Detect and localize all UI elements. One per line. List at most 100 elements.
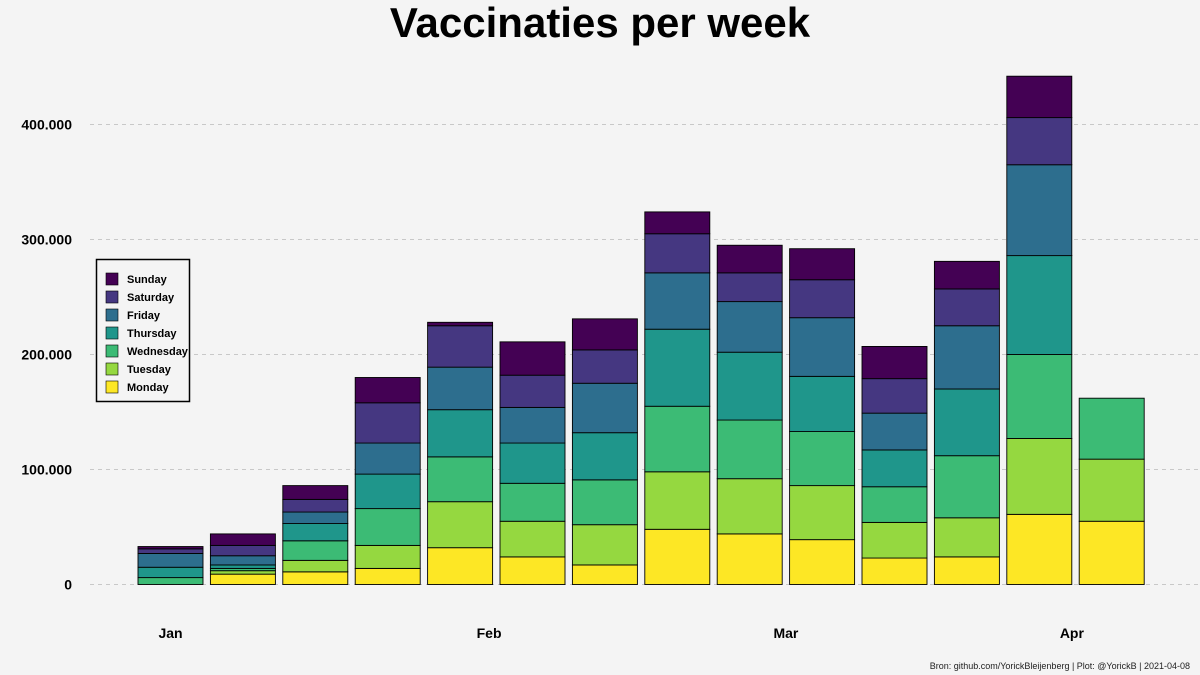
bar-segment-thursday (427, 409, 494, 458)
bar-segment-monday (933, 556, 1000, 585)
bar-segment-friday (789, 317, 856, 377)
bar-segment-thursday (354, 473, 421, 510)
legend-label: Saturday (127, 292, 175, 304)
bar-segment-friday (1006, 164, 1073, 257)
bar-segment-saturday (716, 272, 783, 303)
bar-segment-tuesday (716, 478, 783, 535)
bar-segment-tuesday (209, 570, 276, 575)
bar-segment-sunday (933, 260, 1000, 290)
bar-segment-saturday (282, 498, 349, 513)
bar-segment-monday (1078, 520, 1145, 585)
bar-segment-sunday (716, 244, 783, 274)
bar-segment-thursday (789, 375, 856, 433)
bar-segment-tuesday (571, 524, 638, 566)
bar-segment-saturday (789, 279, 856, 319)
bar-segment-saturday (209, 544, 276, 557)
bar-segment-friday (933, 325, 1000, 390)
bar-segment-sunday (861, 346, 928, 380)
x-tick-label: Apr (1060, 625, 1085, 641)
bar-segment-tuesday (354, 544, 421, 569)
bar-segment-wednesday (716, 419, 783, 480)
legend-swatch (105, 380, 119, 394)
bar-segment-monday (861, 557, 928, 585)
bar-segment-sunday (644, 211, 711, 235)
bar-segment-sunday (282, 485, 349, 500)
bar-segment-tuesday (1078, 458, 1145, 522)
bar-segment-tuesday (499, 520, 566, 558)
bar-segment-monday (499, 556, 566, 585)
bars (137, 75, 1145, 585)
bar-segment-friday (354, 442, 421, 475)
bar-segment-friday (499, 406, 566, 444)
bar-segment-monday (571, 564, 638, 585)
bar-segment-thursday (644, 328, 711, 407)
legend-swatch (105, 290, 119, 304)
bar-segment-tuesday (861, 521, 928, 559)
legend-label: Wednesday (127, 346, 189, 358)
bar-segment-tuesday (1006, 438, 1073, 515)
x-tick-label: Jan (158, 625, 182, 641)
y-tick-label: 200.000 (21, 347, 72, 363)
legend-label: Monday (127, 382, 169, 394)
legend-swatch (105, 308, 119, 322)
bar-segment-tuesday (644, 471, 711, 530)
bar-segment-friday (137, 553, 204, 568)
bar-segment-wednesday (427, 456, 494, 503)
bar-segment-saturday (1006, 117, 1073, 166)
bar-segment-saturday (861, 378, 928, 414)
legend-label: Thursday (127, 328, 177, 340)
bar-segment-friday (644, 272, 711, 330)
bar-segment-thursday (1006, 255, 1073, 355)
bar-segment-friday (571, 382, 638, 434)
legend-swatch (105, 344, 119, 358)
bar-segment-monday (209, 573, 276, 585)
bar-segment-friday (427, 366, 494, 411)
bar-segment-thursday (209, 564, 276, 569)
bar-segment-thursday (137, 566, 204, 579)
bar-segment-wednesday (1078, 397, 1145, 460)
bar-segment-monday (282, 571, 349, 585)
bar-segment-wednesday (861, 486, 928, 523)
x-axis: Jan Feb Mar Apr (158, 625, 1084, 641)
bar-segment-saturday (354, 402, 421, 444)
bar-segment-sunday (571, 318, 638, 351)
bar-segment-monday (354, 567, 421, 585)
bar-segment-thursday (861, 449, 928, 488)
bar-segment-thursday (571, 432, 638, 481)
bar-segment-wednesday (137, 577, 204, 585)
legend-label: Friday (127, 310, 161, 322)
bar-segment-thursday (282, 523, 349, 542)
bar-segment-tuesday (933, 517, 1000, 558)
x-tick-label: Mar (773, 625, 798, 641)
bar-segment-monday (427, 547, 494, 585)
bar-segment-friday (209, 555, 276, 566)
legend-swatch (105, 326, 119, 340)
bar-segment-monday (789, 539, 856, 585)
bar-segment-sunday (789, 248, 856, 281)
bar-segment-tuesday (427, 501, 494, 549)
legend-label: Sunday (127, 274, 168, 286)
bar-segment-sunday (427, 321, 494, 327)
bar-segment-saturday (427, 325, 494, 368)
bar-segment-saturday (644, 233, 711, 274)
bar-segment-wednesday (1006, 354, 1073, 439)
bar-segment-friday (861, 412, 928, 451)
bar-segment-monday (1006, 513, 1073, 585)
bar-segment-tuesday (282, 559, 349, 573)
bar-segment-saturday (137, 548, 204, 554)
bar-segment-tuesday (789, 485, 856, 541)
bar-segment-friday (716, 301, 783, 353)
bar-segment-sunday (1006, 75, 1073, 119)
bar-segment-sunday (137, 546, 204, 550)
y-axis: 0 100.000 200.000 300.000 400.000 (21, 117, 72, 593)
y-tick-label: 0 (64, 577, 72, 593)
bar-segment-saturday (933, 288, 1000, 327)
chart-title: Vaccinaties per week (389, 0, 811, 46)
source-caption: Bron: github.com/YorickBleijenberg | Plo… (929, 661, 1190, 671)
bar-segment-thursday (716, 351, 783, 421)
bar-segment-wednesday (499, 482, 566, 522)
bar-segment-friday (282, 511, 349, 524)
bar-segment-sunday (354, 377, 421, 404)
bar-segment-saturday (571, 349, 638, 384)
